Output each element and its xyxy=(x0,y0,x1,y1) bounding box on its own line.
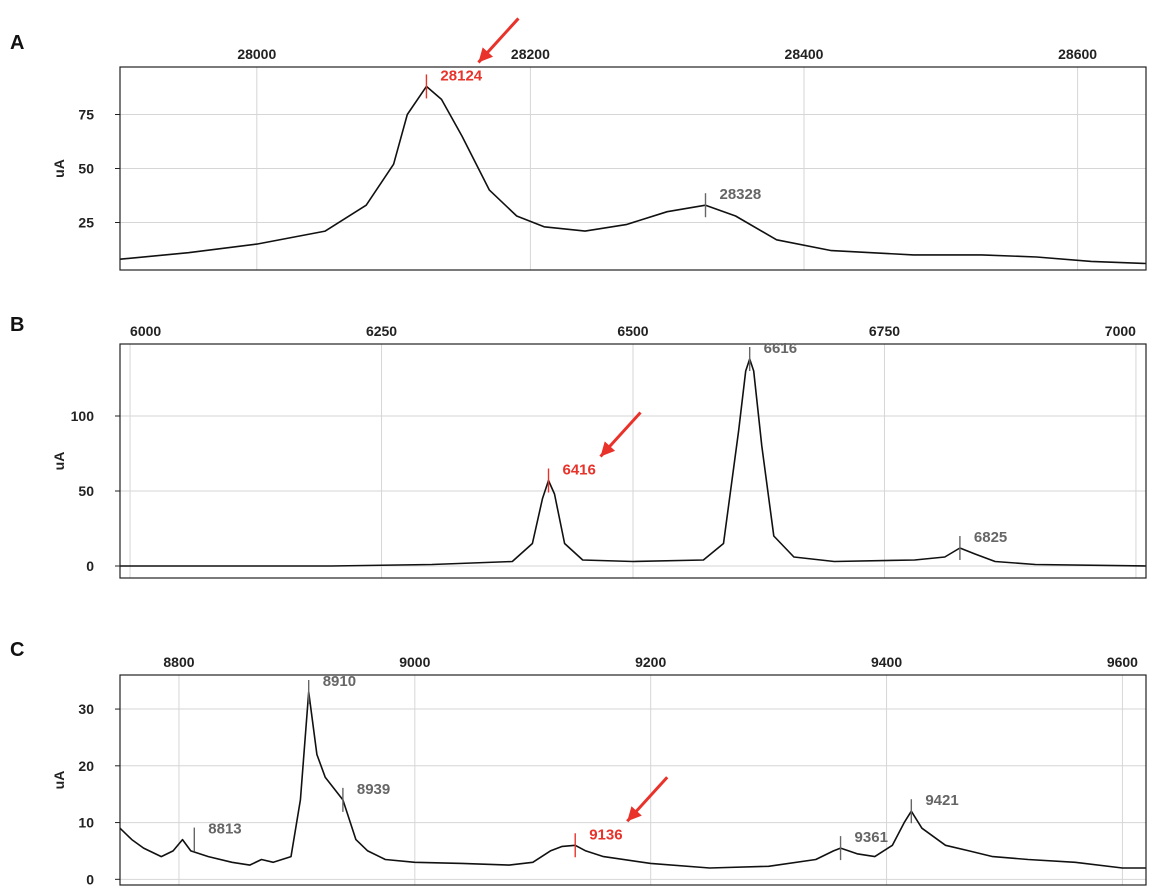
y-axis-label: uA xyxy=(51,159,67,178)
y-tick-label: 75 xyxy=(78,107,94,123)
x-tick-label: 6500 xyxy=(617,323,648,339)
panel-letter: A xyxy=(10,32,24,54)
panel-a: A 28000 28200 28400 28600 25 50 75 uA 28124 28328 xyxy=(10,17,1147,271)
x-tick-label: 6750 xyxy=(869,323,900,339)
peak-label: 28328 xyxy=(720,186,762,203)
panel-letter: C xyxy=(10,639,24,661)
x-tick-label: 9000 xyxy=(399,654,430,670)
y-tick-label: 20 xyxy=(78,758,94,774)
peak-label: 9421 xyxy=(925,792,958,809)
panel-b: B 6000 6250 6500 6750 7000 0 50 100 uA 6416 6616 682… xyxy=(10,314,1147,579)
y-tick-label: 50 xyxy=(78,161,94,177)
x-tick-label: 28400 xyxy=(785,46,824,62)
highlight-arrow-icon xyxy=(600,441,616,457)
spectrum-trace xyxy=(119,691,1146,869)
highlight-arrow-icon xyxy=(627,806,642,822)
peak-label: 8813 xyxy=(208,821,241,838)
x-tick-label: 6000 xyxy=(130,323,161,339)
x-tick-label: 9200 xyxy=(635,654,666,670)
x-tick-label: 9600 xyxy=(1107,654,1138,670)
highlight-arrow-icon xyxy=(478,47,494,63)
y-tick-label: 0 xyxy=(86,558,94,574)
y-axis-label: uA xyxy=(51,452,67,471)
peak-label: 6416 xyxy=(563,462,596,479)
plot-frame xyxy=(119,674,1147,886)
peak-label: 9361 xyxy=(855,829,888,846)
x-tick-label: 9400 xyxy=(871,654,902,670)
x-tick-label: 28600 xyxy=(1058,46,1097,62)
plot-frame xyxy=(119,343,1147,579)
y-tick-label: 50 xyxy=(78,483,94,499)
spectrum-trace xyxy=(119,85,1147,265)
spectrum-trace xyxy=(120,358,1147,567)
y-tick-label: 100 xyxy=(71,408,95,424)
peak-label: 8910 xyxy=(323,673,356,690)
y-tick-label: 30 xyxy=(78,701,94,717)
x-tick-label: 6250 xyxy=(366,323,397,339)
x-tick-label: 8800 xyxy=(163,654,194,670)
y-axis-label: uA xyxy=(51,771,67,790)
y-tick-label: 0 xyxy=(86,871,94,887)
panel-c: C 8800 9000 9200 9400 9600 0 10 20 30 uA 8813 8910 89… xyxy=(10,639,1147,887)
peak-label: 8939 xyxy=(357,781,390,798)
x-tick-label: 7000 xyxy=(1105,323,1136,339)
y-tick-label: 25 xyxy=(78,214,94,230)
peak-label: 6616 xyxy=(764,340,797,357)
peak-label: 9136 xyxy=(589,826,622,843)
x-tick-label: 28200 xyxy=(511,46,550,62)
panel-letter: B xyxy=(10,314,24,336)
peak-label: 28124 xyxy=(440,67,482,84)
y-tick-label: 10 xyxy=(78,815,94,831)
x-tick-label: 28000 xyxy=(237,46,276,62)
peak-label: 6825 xyxy=(974,529,1007,546)
plot-frame xyxy=(119,66,1147,271)
